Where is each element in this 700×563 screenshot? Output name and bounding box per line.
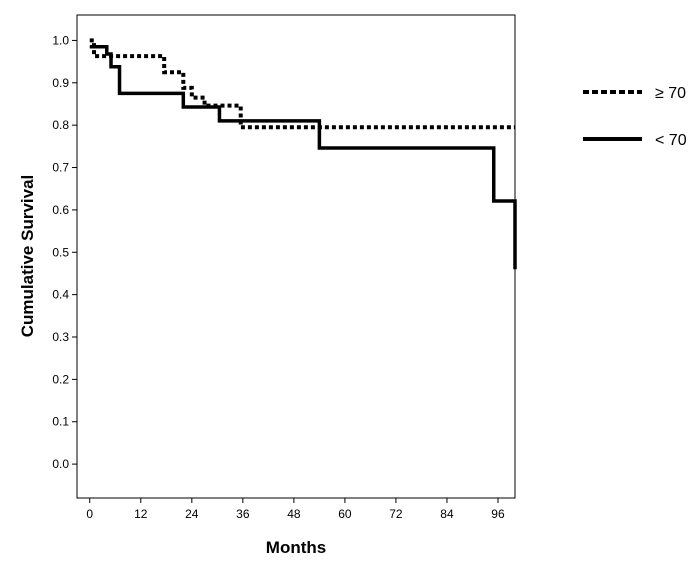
x-tick-label: 48 [287, 507, 301, 521]
series-layer [89, 38, 517, 270]
y-tick-label: 0.5 [52, 245, 69, 259]
plot-frame [76, 14, 516, 499]
series-line-ge70 [89, 38, 515, 130]
x-tick-label: 0 [86, 507, 93, 521]
legend-label: < 70 [655, 132, 687, 149]
x-axis-title: Months [266, 538, 326, 557]
x-tick-label: 36 [236, 507, 250, 521]
x-tick-label: 60 [338, 507, 352, 521]
y-tick-label: 1.0 [52, 33, 69, 47]
y-tick-label: 0.1 [52, 415, 69, 429]
y-tick-label: 0.7 [52, 161, 69, 175]
x-tick-label: 72 [389, 507, 403, 521]
y-tick-label: 0.9 [52, 76, 69, 90]
x-axis: 0 12 24 36 48 60 72 84 96 [86, 498, 505, 521]
x-tick-label: 84 [440, 507, 454, 521]
legend: ≥ 70 < 70 [583, 85, 687, 149]
y-tick-label: 0.4 [52, 288, 69, 302]
y-axis: 0.0 0.1 0.2 0.3 0.4 0.5 0.6 0.7 0.8 0.9 1.0 [52, 33, 77, 471]
y-tick-label: 0.3 [52, 330, 69, 344]
x-tick-label: 24 [185, 507, 199, 521]
legend-label: ≥ 70 [655, 85, 686, 102]
series-line-lt70 [89, 45, 517, 270]
y-tick-label: 0.0 [52, 457, 69, 471]
y-axis-title: Cumulative Survival [18, 175, 37, 338]
x-tick-label: 12 [134, 507, 148, 521]
x-tick-label: 96 [491, 507, 505, 521]
y-tick-label: 0.8 [52, 118, 69, 132]
y-tick-label: 0.2 [52, 372, 69, 386]
y-tick-label: 0.6 [52, 203, 69, 217]
